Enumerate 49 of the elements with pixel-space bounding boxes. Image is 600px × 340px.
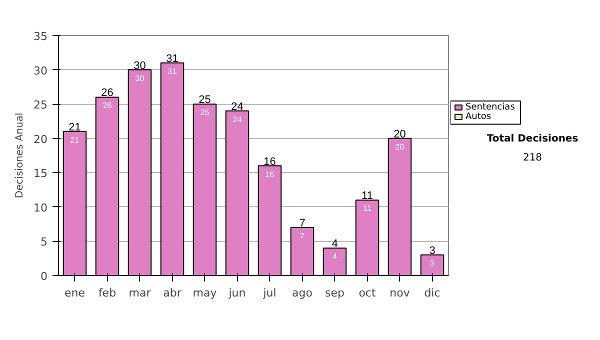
text: Total Decisiones — [486, 134, 578, 145]
total-label: 3 — [429, 244, 436, 257]
total-label: 26 — [101, 87, 114, 100]
x-tick-label: oct — [358, 286, 376, 300]
y-tick-label: 30 — [34, 64, 48, 78]
y-tick-label: 0 — [40, 270, 48, 283]
legend-label: Autos — [466, 112, 492, 122]
y-tick-label: 25 — [34, 98, 48, 112]
y-tick-label: 20 — [34, 132, 48, 146]
x-tick-label: nov — [390, 286, 410, 300]
total-label: 4 — [332, 238, 338, 250]
data-label: 26 — [102, 101, 112, 110]
total-label: 31 — [166, 52, 178, 65]
data-label: 20 — [395, 142, 405, 152]
text: 218 — [522, 152, 542, 164]
x-tick-label: mar — [128, 286, 152, 300]
data-label: 25 — [200, 108, 210, 118]
data-label: 30 — [135, 74, 145, 83]
data-label: 4 — [332, 252, 338, 262]
x-tick-label: feb — [98, 286, 116, 300]
x-tick-label: jul — [262, 286, 276, 300]
y-tick-label: 5 — [40, 236, 48, 249]
data-label: 16 — [265, 170, 275, 179]
data-label: 11 — [363, 204, 372, 214]
x-tick-label: ago — [292, 286, 313, 300]
x-tick-label: dic — [424, 286, 440, 300]
x-tick-label: abr — [163, 286, 182, 300]
total-label: 24 — [231, 100, 244, 113]
total-label: 25 — [198, 94, 211, 106]
data-label: 7 — [300, 232, 306, 240]
total-label: 16 — [264, 156, 276, 168]
total-label: 30 — [134, 60, 146, 72]
total-label: 7 — [299, 218, 306, 230]
total-label: 11 — [362, 190, 373, 202]
data-label: 31 — [168, 66, 178, 76]
data-label: 21 — [70, 136, 80, 144]
x-tick-label: sep — [325, 286, 345, 300]
data-label: 3 — [430, 258, 436, 268]
data-label: 24 — [232, 114, 242, 124]
y-tick-label: 15 — [34, 167, 48, 180]
total-label: 21 — [68, 122, 81, 134]
x-tick-label: ene — [64, 286, 86, 300]
total-label: 20 — [394, 128, 406, 140]
y-tick-label: 10 — [34, 201, 48, 214]
y-tick-label: 35 — [34, 30, 48, 43]
legend-label: Sentencias — [466, 102, 516, 112]
y-axis-title: Decisiones Anual — [14, 112, 26, 198]
x-tick-label: may — [192, 286, 218, 300]
x-tick-label: jun — [228, 286, 246, 300]
